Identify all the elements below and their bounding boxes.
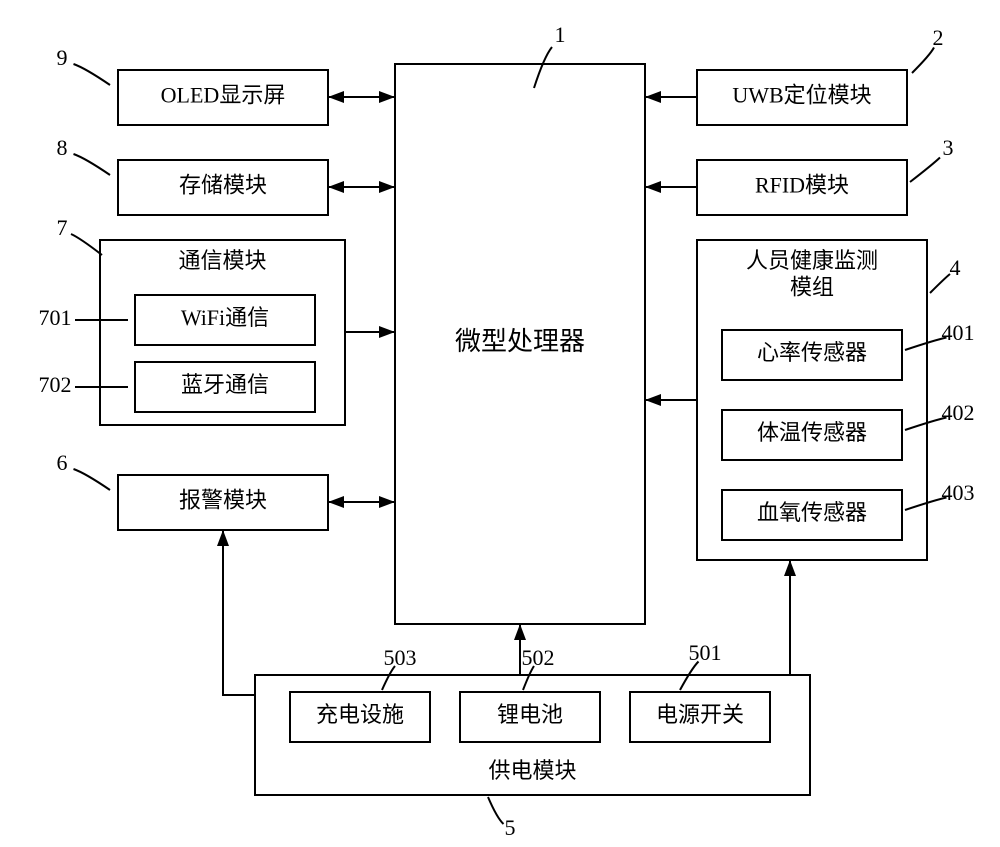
rfid-callout — [910, 158, 940, 183]
spo2-box-label: 血氧传感器 — [757, 500, 867, 525]
power-callout — [488, 797, 504, 824]
wifi-ref: 701 — [39, 305, 72, 330]
spo2-ref: 403 — [942, 480, 975, 505]
storage-ref: 8 — [57, 135, 68, 160]
temp-box-label: 体温传感器 — [757, 420, 867, 445]
power-box-label: 供电模块 — [488, 758, 576, 783]
oled-callout — [74, 64, 111, 85]
batt-ref: 502 — [522, 645, 555, 670]
cpu-callout — [534, 47, 552, 88]
storage-callout — [74, 154, 111, 175]
power-ref: 5 — [505, 815, 516, 840]
health-ref: 4 — [950, 255, 961, 280]
rfid-box-label: RFID模块 — [755, 173, 849, 198]
temp-ref: 402 — [942, 400, 975, 425]
cpu-box-label: 微型处理器 — [455, 327, 585, 356]
temp-callout — [905, 418, 947, 431]
bt-ref: 702 — [39, 372, 72, 397]
uwb-box-label: UWB定位模块 — [732, 83, 871, 108]
comm-ref: 7 — [57, 215, 68, 240]
health-callout — [930, 274, 950, 293]
oled-ref: 9 — [57, 45, 68, 70]
oled-box-label: OLED显示屏 — [161, 83, 286, 108]
charge-box-label: 充电设施 — [316, 702, 404, 727]
health-box-label: 人员健康监测 — [746, 248, 878, 273]
storage-box-label: 存储模块 — [179, 173, 267, 198]
switch-box-label: 电源开关 — [656, 702, 744, 727]
switch-ref: 501 — [689, 640, 722, 665]
alarm-ref: 6 — [57, 450, 68, 475]
spo2-callout — [905, 498, 947, 511]
alarm-callout — [74, 469, 111, 490]
uwb-ref: 2 — [933, 25, 944, 50]
hr-callout — [905, 338, 947, 351]
uwb-callout — [912, 48, 934, 74]
alarm-box-label: 报警模块 — [179, 488, 267, 513]
batt-box-label: 锂电池 — [497, 702, 563, 727]
health-box-label: 模组 — [790, 274, 834, 299]
block-diagram: 微型处理器 1 OLED显示屏 9 存储模块 8 通信模块 7 WiFi通信 701 蓝牙通信 702… — [0, 0, 1000, 847]
charge-ref: 503 — [384, 645, 417, 670]
comm-callout — [71, 234, 102, 255]
rfid-ref: 3 — [943, 135, 954, 160]
bt-box-label: 蓝牙通信 — [181, 372, 269, 397]
comm-box-label: 通信模块 — [178, 248, 266, 273]
cpu-ref: 1 — [555, 22, 566, 47]
wifi-box-label: WiFi通信 — [181, 305, 269, 330]
hr-box-label: 心率传感器 — [757, 340, 867, 365]
hr-ref: 401 — [942, 320, 975, 345]
